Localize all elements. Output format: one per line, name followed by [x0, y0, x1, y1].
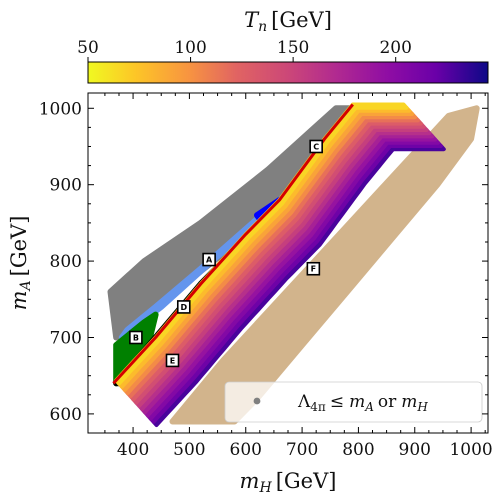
legend: Λ4π ≤ mA or mH: [224, 381, 483, 423]
x-tick-label: 700: [286, 440, 318, 460]
legend-box: [224, 381, 483, 423]
region-tag-c: C: [309, 139, 323, 154]
x-tick-label: 600: [230, 440, 262, 460]
region-tag-e: E: [165, 353, 180, 368]
y-tick-label: 600: [50, 405, 82, 425]
boundary-line-layer: [112, 103, 354, 385]
x-tick-label: 400: [117, 440, 149, 460]
boundary-line: [112, 103, 354, 385]
region-tag-a: A: [202, 252, 216, 267]
y-tick-label: 700: [50, 328, 82, 348]
annotations-layer: A B C D E F: [129, 139, 323, 368]
region-tan: [169, 105, 480, 425]
region-tag-label: E: [170, 356, 175, 365]
region-tag-f: F: [306, 261, 321, 276]
region-tag-d: D: [176, 300, 191, 314]
region-tag-box: [176, 300, 191, 314]
y-tick-label: 800: [50, 252, 82, 272]
colorbar-tick-label: 100: [174, 38, 206, 58]
axes: 400 500 600 700 800 900 1000 600 700 800 900 1000: [39, 93, 493, 460]
region-tag-box: [129, 330, 143, 345]
region-tag-label: F: [311, 265, 316, 274]
legend-label: Λ4π ≤ mA or mH: [297, 392, 428, 414]
x-tick-label: 1000: [449, 440, 492, 460]
legend-marker: [253, 397, 261, 405]
x-tick-label: 500: [173, 440, 205, 460]
thermal-band-layer: [114, 102, 446, 427]
region-tag-label: B: [133, 333, 139, 342]
colorbar: 50 100 150 200: [77, 38, 489, 84]
colorbar-tick-label: 50: [77, 38, 99, 58]
x-tick-label: 800: [342, 440, 374, 460]
colorbar-title: Tn [GeV]: [244, 8, 332, 35]
x-tick-label: 900: [399, 440, 431, 460]
region-tag-box: [202, 252, 216, 267]
y-axis-label: mA[GeV]: [7, 216, 34, 311]
region-tag-box: [309, 139, 323, 154]
colorbar-tick-label: 150: [277, 38, 309, 58]
colorbar-gradient: [87, 61, 489, 84]
x-axis-label: mH [GeV]: [240, 469, 337, 496]
region-tag-label: C: [313, 142, 319, 151]
region-tag-box: [165, 353, 180, 368]
colorbar-tick-label: 200: [379, 38, 411, 58]
region-tag-box: [306, 261, 321, 276]
y-tick-label: 1000: [39, 99, 82, 119]
region-tag-label: A: [206, 256, 213, 265]
y-tick-label: 900: [50, 176, 82, 196]
region-tag-label: D: [180, 303, 187, 312]
region-tag-b: B: [129, 330, 143, 345]
